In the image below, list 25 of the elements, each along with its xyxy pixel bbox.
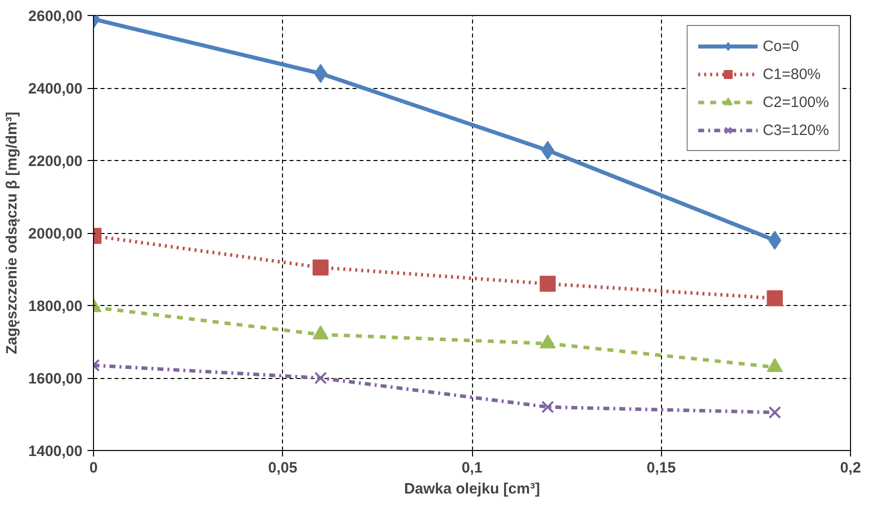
legend-label: C3=120% [762,122,829,138]
x-tick-label: 0 [89,460,98,476]
legend-label: C2=100% [762,94,829,110]
point [766,290,783,306]
y-axis-title: Zagęszczenie odsączu β [mg/dm³] [3,112,20,354]
legend-label: Co=0 [762,38,799,54]
point [541,400,554,414]
x-tick-label: 0,1 [462,460,482,476]
point [540,276,556,292]
y-tick-label: 1600,00 [28,370,83,388]
x-axis-title: Dawka olejku [cm³] [404,480,540,498]
point [314,372,327,384]
y-tick-label: 2000,00 [28,226,83,242]
legend-label: C1=80% [762,66,821,82]
y-tick-label: 1400,00 [28,443,83,460]
y-tick-label: 1800,00 [28,298,83,315]
y-tick-label: 2200,00 [28,153,83,170]
point [768,406,782,419]
x-tick-label: 0,2 [840,460,861,476]
point [314,64,328,83]
y-tick-label: 2400,00 [28,80,83,98]
point [312,259,329,276]
x-tick-label: 0,15 [646,460,676,476]
y-tick-label: 2600,00 [28,8,83,25]
x-tick-label: 0,05 [268,460,298,476]
